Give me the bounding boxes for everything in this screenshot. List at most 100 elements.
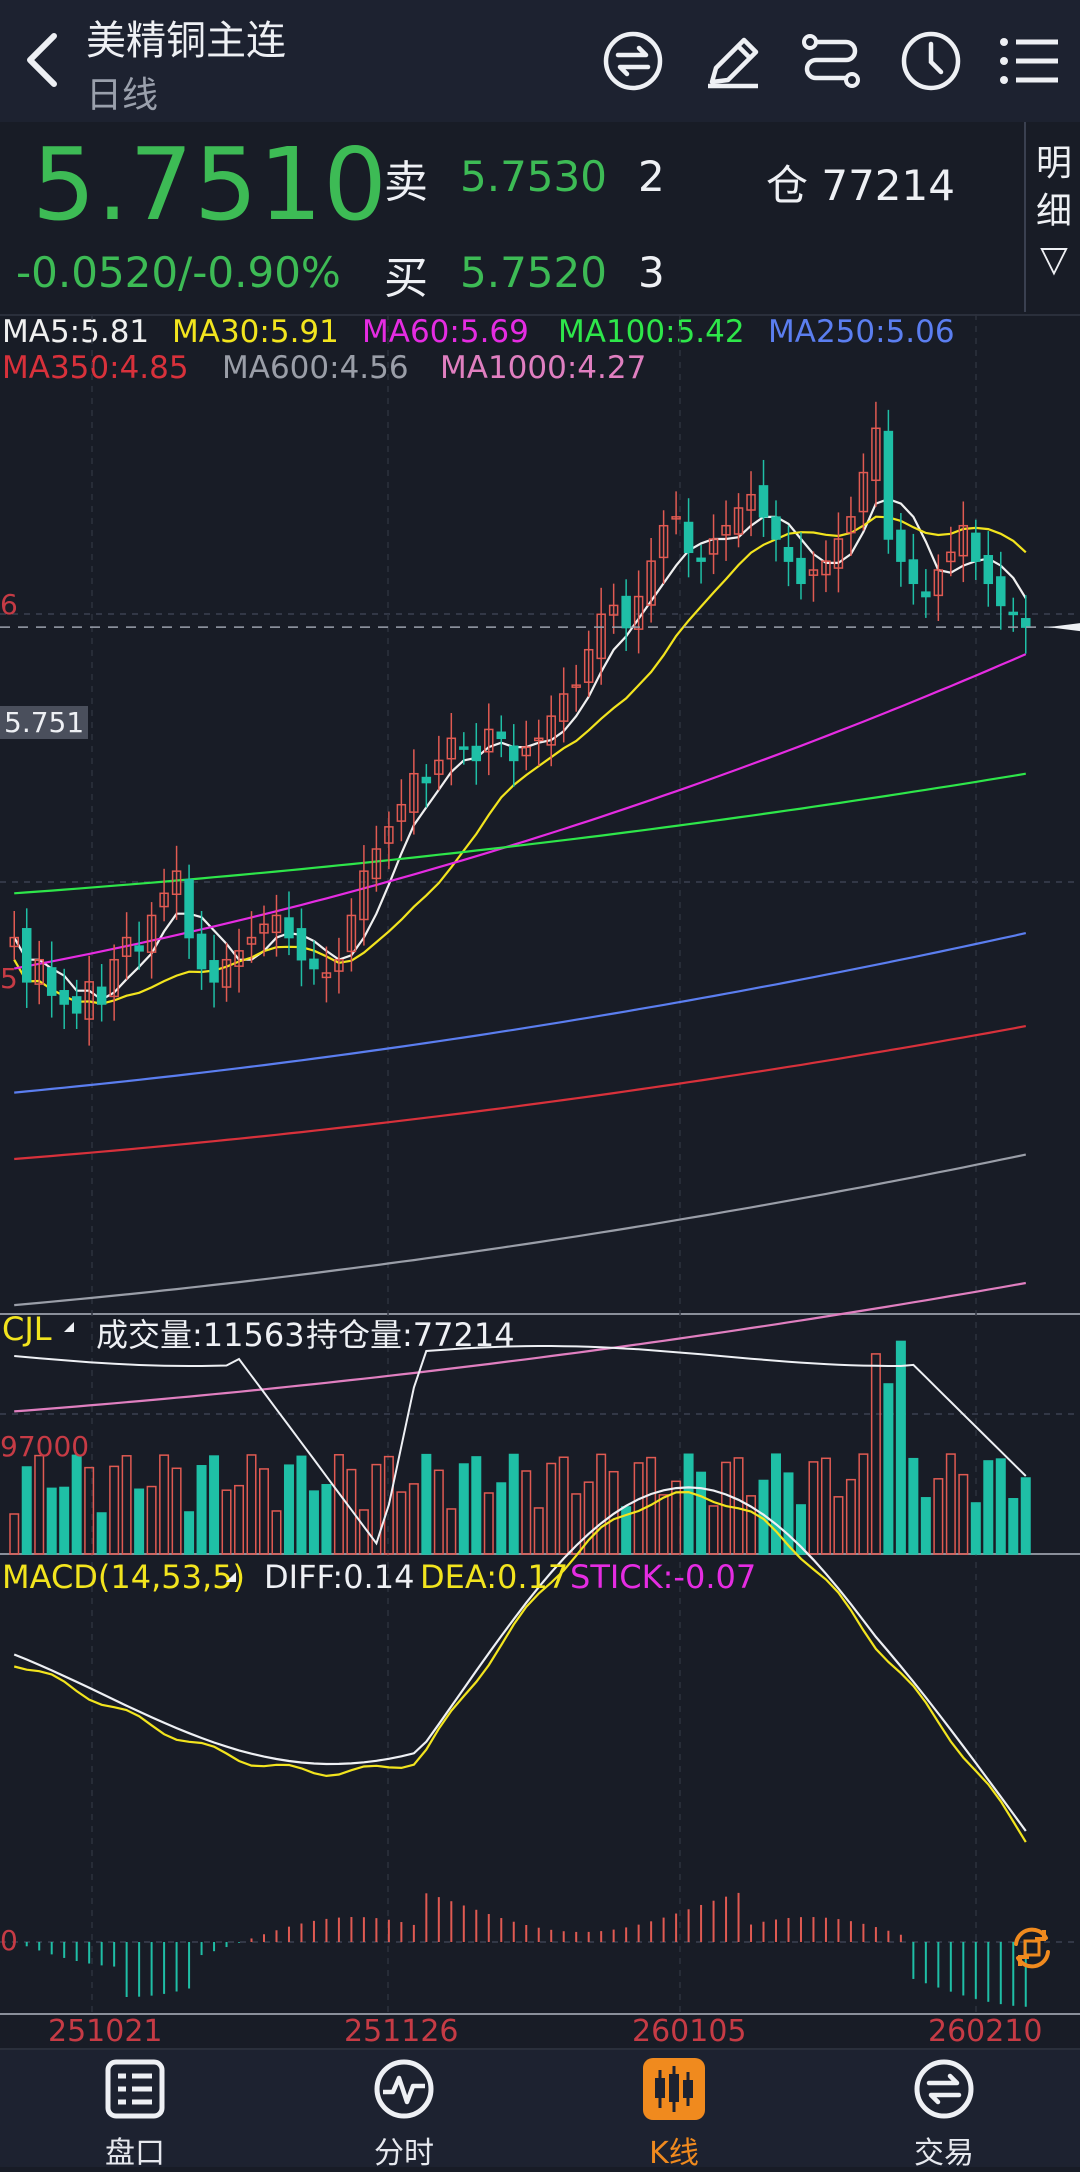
volume-bar	[308, 1490, 319, 1555]
candle-body	[359, 870, 369, 921]
candle-body	[421, 776, 432, 784]
ma-lines	[13, 497, 1027, 1413]
volume-bar	[59, 1486, 70, 1555]
candle-body	[596, 613, 606, 660]
candle-body	[846, 516, 856, 534]
volume-bar	[933, 1478, 944, 1555]
bottom-nav: 盘口 分时 K线 交易	[0, 2048, 1080, 2171]
candle-body	[533, 737, 544, 742]
volume-bar	[596, 1453, 607, 1555]
volume-bar	[121, 1455, 132, 1555]
candle-body	[583, 648, 594, 683]
volume-bar	[521, 1470, 532, 1555]
volume-bar	[858, 1453, 869, 1555]
volume-bar	[908, 1457, 919, 1555]
volume-bar	[471, 1456, 482, 1555]
sell-price: 5.7530	[460, 152, 607, 201]
nav-trade[interactable]: 交易	[859, 2050, 1029, 2171]
trade-icon	[914, 2059, 974, 2119]
candle-body	[171, 870, 182, 895]
path-icon[interactable]	[798, 28, 864, 94]
date-label-1: 251021	[48, 2014, 163, 2049]
candle-body	[683, 521, 694, 554]
candle-body	[896, 529, 906, 562]
date-label-3: 260105	[632, 2014, 747, 2049]
candle-body	[59, 990, 69, 1005]
buy-label: 买	[384, 253, 428, 304]
sell-label: 卖	[384, 157, 428, 208]
candle-body	[546, 715, 556, 746]
candle-body	[71, 996, 82, 1014]
volume-bar	[71, 1454, 82, 1555]
clock-icon[interactable]	[898, 28, 964, 94]
candle-body	[259, 923, 269, 934]
macd-label[interactable]: MACD(14,53,5)	[2, 1558, 246, 1596]
candle-body	[321, 972, 332, 979]
swap-icon[interactable]	[600, 28, 666, 94]
candle-body	[833, 538, 844, 569]
candle-body	[384, 826, 394, 844]
price-change: -0.0520/-0.90%	[16, 248, 341, 297]
volume-bar	[184, 1511, 195, 1555]
candle-body	[196, 933, 207, 970]
candle-body	[371, 848, 382, 880]
volume-bar	[583, 1481, 594, 1555]
candle-body	[459, 746, 469, 750]
volume-bar	[920, 1497, 931, 1555]
indicator-switch-icon[interactable]	[64, 1322, 74, 1332]
candle-body	[209, 960, 219, 983]
refresh-icon[interactable]	[1006, 1922, 1058, 1974]
candle-body	[608, 604, 619, 616]
volume-bar	[333, 1454, 344, 1555]
candle-body	[234, 950, 244, 967]
buy-qty: 3	[638, 248, 665, 297]
ma350-line	[14, 1025, 1026, 1161]
open-interest-value: 持仓量:77214	[306, 1316, 515, 1354]
candle-body	[746, 493, 756, 511]
back-arrow-icon[interactable]	[18, 30, 68, 90]
nav-kline[interactable]: K线	[589, 2050, 759, 2171]
macd-bars	[13, 1486, 1027, 2007]
draw-icon[interactable]	[700, 28, 766, 94]
ma5-line	[13, 497, 1027, 1001]
candle-body	[159, 892, 169, 908]
nav-label: 盘口	[105, 2136, 165, 2171]
intraday-icon	[374, 2059, 434, 2119]
volume-bar	[296, 1455, 307, 1555]
candle-body	[221, 958, 232, 988]
candle-body	[484, 728, 494, 753]
volume-indicator-label[interactable]: CJL	[2, 1310, 52, 1348]
nav-intraday[interactable]: 分时	[319, 2050, 489, 2171]
nav-order-book[interactable]: 盘口	[50, 2050, 220, 2171]
volume-bar	[883, 1383, 894, 1555]
candle-body	[496, 731, 507, 740]
candle-body	[871, 427, 881, 482]
candle-body	[296, 928, 307, 961]
volume-bar	[96, 1512, 107, 1555]
candle-body	[34, 958, 44, 985]
ma250-legend: MA250:5.06	[768, 314, 955, 350]
period-subtitle[interactable]: 日线	[86, 75, 159, 116]
candle-body	[121, 936, 132, 957]
volume-bar	[708, 1505, 719, 1555]
volume-bar	[808, 1461, 819, 1555]
detail-button[interactable]: 明 细 ▽	[1024, 122, 1080, 312]
nav-label: K线	[649, 2136, 699, 2171]
candle-body	[708, 538, 719, 555]
macd-switch-icon[interactable]	[226, 1572, 236, 1582]
kline-chart[interactable]	[0, 314, 1080, 2026]
volume-bar	[733, 1457, 744, 1555]
sell-qty: 2	[638, 152, 665, 201]
candle-body	[96, 986, 107, 1005]
price-tick-mid: 5	[0, 962, 18, 995]
ma100-line	[14, 772, 1026, 895]
ma250-line	[14, 932, 1027, 1094]
volume-bar	[221, 1489, 232, 1555]
volume-bar	[958, 1473, 969, 1555]
menu-icon[interactable]	[996, 28, 1062, 94]
candle-body	[696, 557, 706, 562]
candle-body	[271, 914, 282, 934]
candle-body	[946, 551, 956, 563]
detail-label-1: 明	[1035, 143, 1072, 184]
candle-body	[933, 569, 944, 597]
